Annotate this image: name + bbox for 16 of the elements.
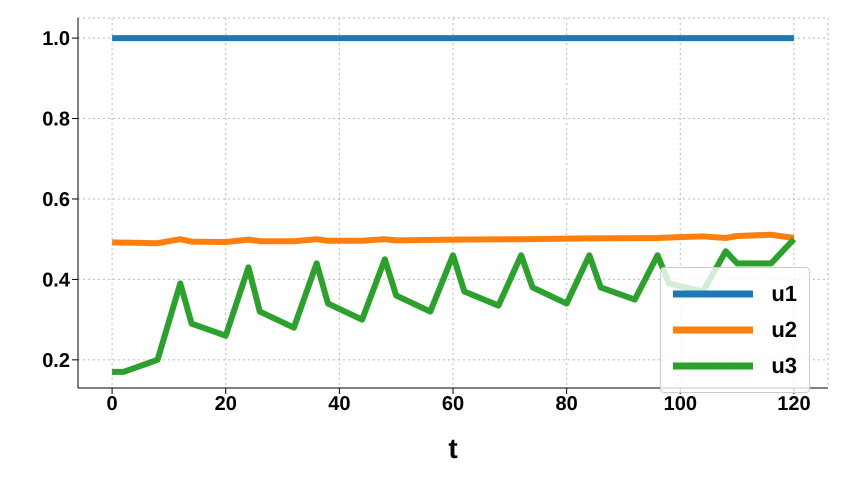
x-tick-label: 0 bbox=[106, 393, 118, 416]
y-tick-label: 0.4 bbox=[42, 270, 71, 292]
y-tick-label: 0.2 bbox=[42, 350, 70, 372]
legend-label: u2 bbox=[771, 317, 797, 343]
x-tick-label: 100 bbox=[664, 393, 697, 416]
legend-label: u3 bbox=[771, 353, 797, 379]
y-tick-label: 0.6 bbox=[42, 189, 70, 212]
y-tick-label: 0.8 bbox=[42, 108, 70, 131]
x-tick-label: 80 bbox=[556, 393, 578, 416]
x-axis-title: t bbox=[448, 433, 458, 464]
x-tick-label: 60 bbox=[442, 393, 464, 416]
y-tick-label: 1.0 bbox=[42, 28, 70, 50]
x-tick-label: 120 bbox=[777, 393, 811, 416]
x-tick-label: 40 bbox=[328, 393, 350, 416]
legend-label: u1 bbox=[771, 281, 797, 307]
x-tick-label: 20 bbox=[214, 393, 237, 416]
